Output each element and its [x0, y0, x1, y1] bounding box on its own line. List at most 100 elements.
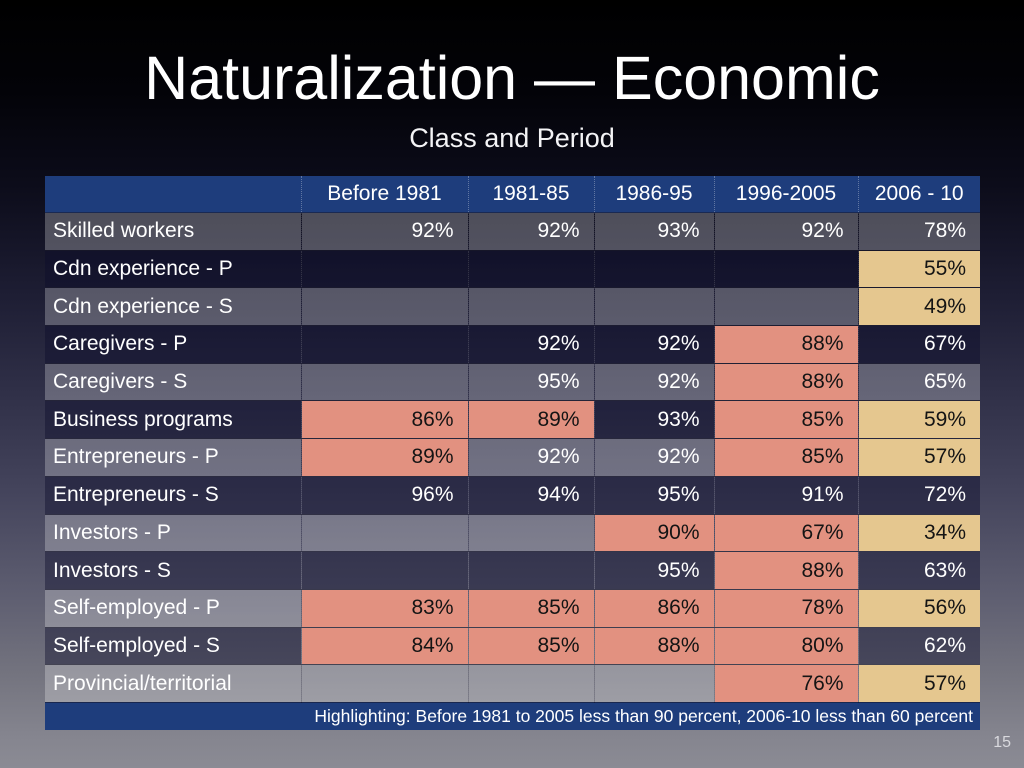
- value-cell: 59%: [857, 400, 980, 439]
- value-cell: 85%: [713, 438, 858, 477]
- value-cell: [300, 325, 468, 364]
- value-cell: 86%: [593, 588, 714, 628]
- value-cell: 34%: [857, 513, 980, 552]
- value-cell: 65%: [857, 362, 980, 401]
- value-cell: 92%: [467, 212, 594, 251]
- table-row: Cdn experience - S 49%: [45, 287, 980, 326]
- value-cell: 49%: [857, 287, 980, 326]
- table-body: Skilled workers 92% 92% 93% 92% 78% Cdn experi…: [45, 212, 980, 703]
- value-cell: [300, 551, 468, 590]
- value-cell: 57%: [857, 664, 980, 703]
- value-cell: 93%: [593, 212, 714, 251]
- value-cell: 89%: [300, 438, 468, 477]
- value-cell: [467, 551, 594, 590]
- value-cell: 88%: [713, 325, 858, 364]
- value-cell: 92%: [593, 362, 714, 401]
- value-cell: 89%: [467, 400, 594, 439]
- value-cell: 67%: [713, 513, 858, 552]
- value-cell: 56%: [857, 588, 980, 628]
- value-cell: [713, 287, 858, 326]
- page-number: 15: [993, 734, 1011, 751]
- table-row: Entrepreneurs - S 96% 94% 95% 91% 72%: [45, 475, 980, 514]
- value-cell: [300, 513, 468, 552]
- row-label: Entrepreneurs - P: [45, 438, 301, 477]
- value-cell: [467, 287, 594, 326]
- value-cell: 92%: [467, 325, 594, 364]
- value-cell: 55%: [857, 249, 980, 288]
- value-cell: 78%: [713, 588, 858, 628]
- table-header-row: Before 1981 1981-85 1986-95 1996-2005 2006 -…: [45, 176, 980, 213]
- table-footnote-row: Highlighting: Before 1981 to 2005 less t…: [45, 701, 980, 730]
- period-column-header: 1996-2005: [713, 176, 858, 213]
- table-footnote: Highlighting: Before 1981 to 2005 less t…: [45, 701, 980, 730]
- period-column-header: 1981-85: [467, 176, 594, 213]
- row-label: Cdn experience - P: [45, 249, 301, 288]
- value-cell: 91%: [713, 475, 858, 514]
- table-row: Self-employed - S 84% 85% 88% 80% 62%: [45, 626, 980, 665]
- value-cell: [467, 513, 594, 552]
- value-cell: 88%: [713, 362, 858, 401]
- row-label: Cdn experience - S: [45, 287, 301, 326]
- value-cell: [593, 664, 714, 703]
- naturalization-table: Before 1981 1981-85 1986-95 1996-2005 2006 -…: [45, 176, 980, 730]
- table-row: Provincial/territorial 76% 57%: [45, 664, 980, 703]
- period-column-header: 2006 - 10: [857, 176, 980, 213]
- value-cell: 85%: [467, 588, 594, 628]
- value-cell: 84%: [300, 626, 468, 665]
- value-cell: 67%: [857, 325, 980, 364]
- value-cell: 88%: [713, 551, 858, 590]
- value-cell: 78%: [857, 212, 980, 251]
- value-cell: 92%: [467, 438, 594, 477]
- value-cell: 92%: [593, 438, 714, 477]
- value-cell: 92%: [713, 212, 858, 251]
- value-cell: [593, 249, 714, 288]
- value-cell: 90%: [593, 513, 714, 552]
- value-cell: 76%: [713, 664, 858, 703]
- value-cell: [467, 249, 594, 288]
- value-cell: 88%: [593, 626, 714, 665]
- table-row: Self-employed - P 83% 85% 86% 78% 56%: [45, 588, 980, 628]
- row-label: Self-employed - P: [45, 588, 301, 628]
- value-cell: 83%: [300, 588, 468, 628]
- value-cell: [300, 362, 468, 401]
- table-row: Caregivers - P 92% 92% 88% 67%: [45, 325, 980, 364]
- row-label: Caregivers - P: [45, 325, 301, 364]
- table-row: Cdn experience - P 55%: [45, 249, 980, 288]
- value-cell: 95%: [593, 475, 714, 514]
- table-row: Caregivers - S 95% 92% 88% 65%: [45, 362, 980, 401]
- row-label: Investors - S: [45, 551, 301, 590]
- row-label: Investors - P: [45, 513, 301, 552]
- corner-header-cell: [45, 176, 301, 213]
- value-cell: 57%: [857, 438, 980, 477]
- value-cell: 94%: [467, 475, 594, 514]
- value-cell: 95%: [593, 551, 714, 590]
- value-cell: 92%: [593, 325, 714, 364]
- row-label: Business programs: [45, 400, 301, 439]
- value-cell: [467, 664, 594, 703]
- row-label: Self-employed - S: [45, 626, 301, 665]
- period-column-header: Before 1981: [300, 176, 468, 213]
- value-cell: 95%: [467, 362, 594, 401]
- value-cell: 86%: [300, 400, 468, 439]
- value-cell: 85%: [713, 400, 858, 439]
- value-cell: 62%: [857, 626, 980, 665]
- row-label: Entrepreneurs - S: [45, 475, 301, 514]
- table-row: Entrepreneurs - P 89% 92% 92% 85% 57%: [45, 438, 980, 477]
- row-label: Provincial/territorial: [45, 664, 301, 703]
- period-column-header: 1986-95: [593, 176, 714, 213]
- table-row: Business programs 86% 89% 93% 85% 59%: [45, 400, 980, 439]
- value-cell: 80%: [713, 626, 858, 665]
- value-cell: [300, 249, 468, 288]
- value-cell: 93%: [593, 400, 714, 439]
- slide-subtitle: Class and Period: [409, 123, 615, 153]
- row-label: Skilled workers: [45, 212, 301, 251]
- value-cell: 96%: [300, 475, 468, 514]
- slide-title: Naturalization — Economic: [144, 44, 880, 112]
- value-cell: [300, 664, 468, 703]
- value-cell: 92%: [300, 212, 468, 251]
- value-cell: 72%: [857, 475, 980, 514]
- table-row: Investors - S 95% 88% 63%: [45, 551, 980, 590]
- value-cell: [300, 287, 468, 326]
- value-cell: [713, 249, 858, 288]
